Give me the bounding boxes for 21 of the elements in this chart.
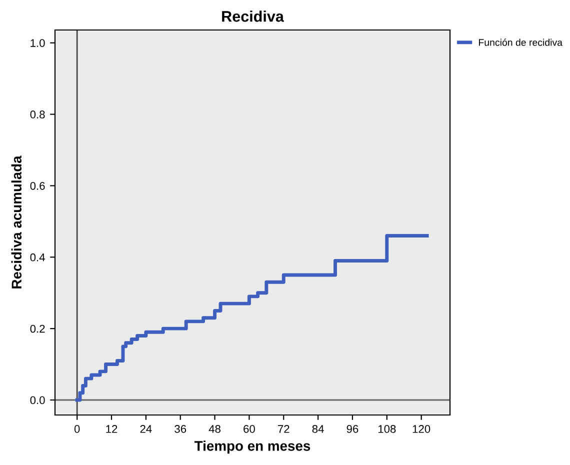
chart-title: Recidiva — [222, 10, 284, 22]
legend-label: Función de recidiva — [478, 38, 562, 46]
x-tick-label: 24 — [140, 425, 152, 433]
y-tick-label: 0.4 — [30, 253, 45, 262]
x-tick-label: 120 — [412, 425, 430, 433]
y-tick-label: 0.0 — [30, 396, 45, 404]
x-tick-label: 0 — [74, 425, 80, 433]
y-tick-label: 0.6 — [30, 182, 45, 190]
x-tick-label: 84 — [312, 425, 324, 433]
x-axis-title: Tiempo en meses — [194, 440, 310, 454]
y-tick-label: 0.2 — [30, 324, 45, 333]
y-tick-label: 1.0 — [30, 39, 45, 47]
y-axis-title: Recidiva acumulada — [11, 156, 22, 288]
y-tick-label: 0.8 — [30, 110, 45, 118]
x-tick-label: 36 — [174, 425, 186, 433]
x-tick-label: 72 — [278, 425, 290, 433]
x-tick-label: 96 — [346, 425, 358, 433]
x-tick-label: 60 — [244, 425, 255, 433]
x-tick-label: 48 — [208, 425, 220, 433]
x-tick-label: 108 — [378, 425, 396, 433]
x-tick-label: 12 — [106, 425, 118, 433]
